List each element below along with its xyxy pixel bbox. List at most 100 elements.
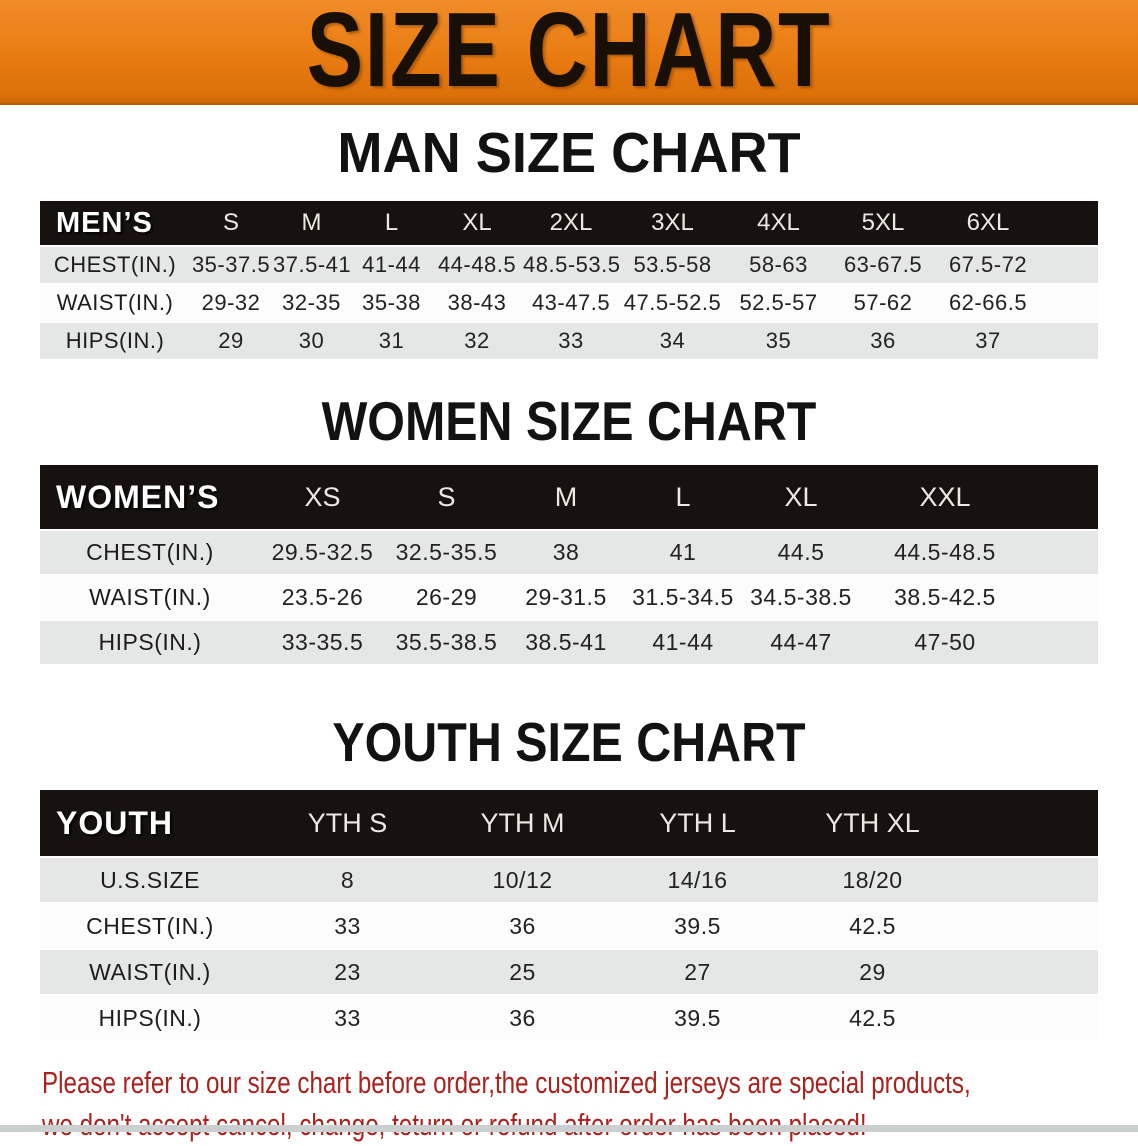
size-value-cell: 33 xyxy=(522,323,620,359)
size-value-cell: 44-48.5 xyxy=(432,247,522,283)
size-value-cell: 31.5-34.5 xyxy=(624,576,742,619)
size-value-cell: 47.5-52.5 xyxy=(620,285,725,321)
size-value-cell: 53.5-58 xyxy=(620,247,725,283)
row-spacer xyxy=(1042,323,1098,359)
size-value-cell: 43-47.5 xyxy=(522,285,620,321)
women-col-header: M xyxy=(508,465,624,529)
row-spacer xyxy=(1030,576,1098,619)
men-waist-row: WAIST(IN.) 29-32 32-35 35-38 38-43 43-47… xyxy=(40,285,1098,321)
disclaimer-line-1: Please refer to our size chart before or… xyxy=(42,1065,971,1100)
women-size-table: WOMEN’S XS S M L XL XXL CHEST(IN.) 29.5-… xyxy=(40,463,1098,666)
bottom-strip xyxy=(0,1125,1138,1132)
size-value-cell: 29-31.5 xyxy=(508,576,624,619)
header-spacer xyxy=(1030,465,1098,529)
men-col-header: 4XL xyxy=(725,201,832,245)
row-spacer xyxy=(960,996,1098,1040)
women-header-row: WOMEN’S XS S M L XL XXL xyxy=(40,465,1098,529)
men-col-header: 6XL xyxy=(934,201,1042,245)
women-col-header: S xyxy=(385,465,508,529)
disclaimer: Please refer to our size chart before or… xyxy=(42,1062,1138,1146)
row-spacer xyxy=(960,950,1098,994)
row-spacer xyxy=(1030,531,1098,574)
size-value-cell: 42.5 xyxy=(785,996,960,1040)
man-section-heading: MAN SIZE CHART xyxy=(337,121,801,185)
size-value-cell: 42.5 xyxy=(785,904,960,948)
size-value-cell: 30 xyxy=(272,323,351,359)
row-label: WAIST(IN.) xyxy=(40,285,190,321)
row-label: CHEST(IN.) xyxy=(40,904,260,948)
size-value-cell: 14/16 xyxy=(610,858,785,902)
women-col-header: XXL xyxy=(860,465,1030,529)
size-value-cell: 41-44 xyxy=(351,247,432,283)
size-value-cell: 38.5-41 xyxy=(508,621,624,664)
women-col-header: L xyxy=(624,465,742,529)
size-value-cell: 29-32 xyxy=(190,285,272,321)
size-value-cell: 37.5-41 xyxy=(272,247,351,283)
row-spacer xyxy=(1042,285,1098,321)
size-value-cell: 52.5-57 xyxy=(725,285,832,321)
size-value-cell: 38 xyxy=(508,531,624,574)
men-hips-row: HIPS(IN.) 29 30 31 32 33 34 35 36 37 xyxy=(40,323,1098,359)
size-value-cell: 33-35.5 xyxy=(260,621,385,664)
size-value-cell: 41-44 xyxy=(624,621,742,664)
youth-size-table: YOUTH YTH S YTH M YTH L YTH XL U.S.SIZE … xyxy=(40,788,1098,1042)
women-chest-row: CHEST(IN.) 29.5-32.5 32.5-35.5 38 41 44.… xyxy=(40,531,1098,574)
row-label: WAIST(IN.) xyxy=(40,950,260,994)
men-col-header: L xyxy=(351,201,432,245)
youth-col-header: YTH M xyxy=(435,790,610,856)
men-table-title: MEN’S xyxy=(40,201,190,245)
size-value-cell: 35.5-38.5 xyxy=(385,621,508,664)
size-value-cell: 25 xyxy=(435,950,610,994)
youth-col-header: YTH XL xyxy=(785,790,960,856)
size-value-cell: 36 xyxy=(832,323,934,359)
women-section-heading: WOMEN SIZE CHART xyxy=(321,390,817,452)
women-hips-row: HIPS(IN.) 33-35.5 35.5-38.5 38.5-41 41-4… xyxy=(40,621,1098,664)
women-col-header: XL xyxy=(742,465,860,529)
size-value-cell: 36 xyxy=(435,904,610,948)
row-label: CHEST(IN.) xyxy=(40,531,260,574)
men-col-header: 3XL xyxy=(620,201,725,245)
row-spacer xyxy=(1030,621,1098,664)
women-waist-row: WAIST(IN.) 23.5-26 26-29 29-31.5 31.5-34… xyxy=(40,576,1098,619)
youth-section-heading: YOUTH SIZE CHART xyxy=(332,711,806,773)
banner: SIZE CHART xyxy=(0,0,1138,105)
size-value-cell: 33 xyxy=(260,904,435,948)
size-value-cell: 63-67.5 xyxy=(832,247,934,283)
size-value-cell: 35-38 xyxy=(351,285,432,321)
size-value-cell: 67.5-72 xyxy=(934,247,1042,283)
size-value-cell: 29 xyxy=(190,323,272,359)
men-col-header: M xyxy=(272,201,351,245)
size-value-cell: 35 xyxy=(725,323,832,359)
size-value-cell: 57-62 xyxy=(832,285,934,321)
size-value-cell: 44.5-48.5 xyxy=(860,531,1030,574)
header-spacer xyxy=(960,790,1098,856)
youth-table-title: YOUTH xyxy=(40,790,260,856)
size-value-cell: 23 xyxy=(260,950,435,994)
size-value-cell: 33 xyxy=(260,996,435,1040)
size-value-cell: 8 xyxy=(260,858,435,902)
size-value-cell: 29.5-32.5 xyxy=(260,531,385,574)
row-spacer xyxy=(1042,247,1098,283)
size-value-cell: 34.5-38.5 xyxy=(742,576,860,619)
men-col-header: XL xyxy=(432,201,522,245)
size-value-cell: 26-29 xyxy=(385,576,508,619)
size-value-cell: 48.5-53.5 xyxy=(522,247,620,283)
size-value-cell: 44.5 xyxy=(742,531,860,574)
banner-title: SIZE CHART xyxy=(306,0,832,105)
size-value-cell: 29 xyxy=(785,950,960,994)
men-col-header: 5XL xyxy=(832,201,934,245)
row-label: HIPS(IN.) xyxy=(40,996,260,1040)
youth-hips-row: HIPS(IN.) 33 36 39.5 42.5 xyxy=(40,996,1098,1040)
size-value-cell: 32 xyxy=(432,323,522,359)
row-label: HIPS(IN.) xyxy=(40,621,260,664)
men-header-row: MEN’S S M L XL 2XL 3XL 4XL 5XL 6XL xyxy=(40,201,1098,245)
row-label: HIPS(IN.) xyxy=(40,323,190,359)
women-table-title: WOMEN’S xyxy=(40,465,260,529)
size-value-cell: 58-63 xyxy=(725,247,832,283)
youth-header-row: YOUTH YTH S YTH M YTH L YTH XL xyxy=(40,790,1098,856)
row-spacer xyxy=(960,904,1098,948)
size-value-cell: 10/12 xyxy=(435,858,610,902)
size-value-cell: 62-66.5 xyxy=(934,285,1042,321)
size-value-cell: 32-35 xyxy=(272,285,351,321)
